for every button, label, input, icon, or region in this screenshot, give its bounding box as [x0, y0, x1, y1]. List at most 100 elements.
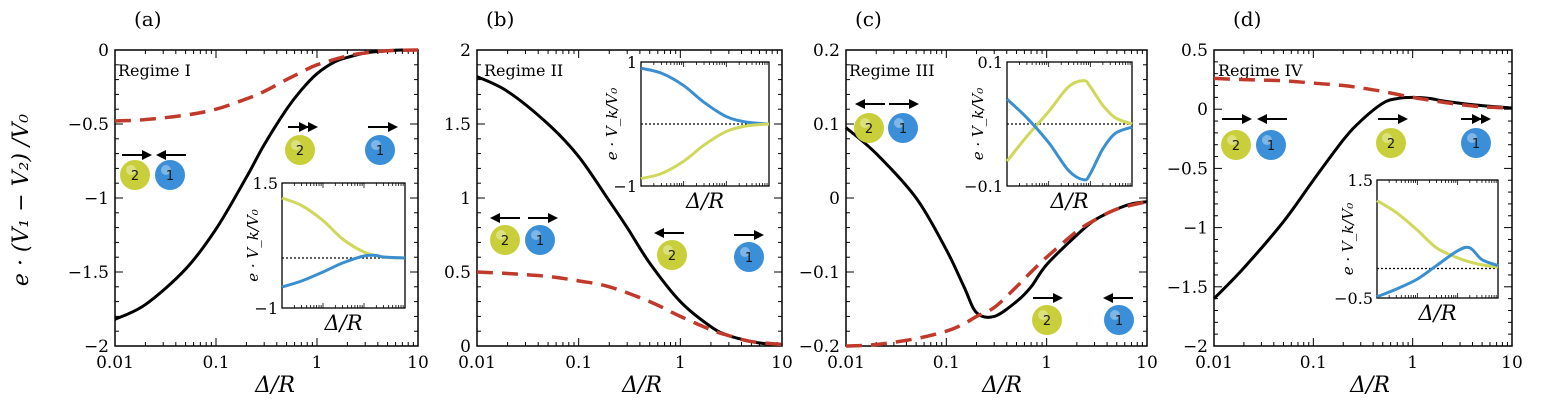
panel-b: (b) Regime II 0.01 0.1 1 10 0 0.5 1 1.5 2 2 1 2 1 1 −1…: [444, 7, 793, 373]
particle-highlight: [291, 140, 301, 150]
particle-circle: [1256, 130, 1286, 160]
inset-frame: [281, 182, 406, 309]
inset-plot: 0.1 −0.1 e · V_k/V₀ Δ/R: [964, 53, 1133, 213]
y-tick-label: −1.5: [68, 263, 109, 283]
particle-2: 2: [1376, 128, 1406, 158]
motion-arrow: [1222, 114, 1252, 124]
regime-label-b: Regime II: [484, 61, 563, 80]
inset-x-title: Δ/R: [1049, 189, 1088, 213]
motion-arrow: [1103, 293, 1133, 303]
panel-a: (a) Regime I 0.01 0.1 1 10 −2 −1.5 −1 −0.5 0 2 1 2 1…: [68, 7, 429, 373]
particle-highlight: [161, 165, 171, 175]
particle-label: 2: [1043, 314, 1051, 329]
series-line-black: [1212, 95, 1513, 300]
inset-y-title: e · V_k/V₀: [244, 209, 262, 282]
x-tick-label: 0.1: [1300, 353, 1327, 373]
y-tick-label: 0: [98, 41, 109, 61]
particle-highlight: [1382, 133, 1392, 143]
x-tick-label: 0.01: [458, 353, 496, 373]
inset-x-title: Δ/R: [1417, 301, 1456, 325]
motion-arrow: [156, 150, 186, 160]
particle-highlight: [894, 118, 904, 128]
particle-circle: [1104, 305, 1134, 335]
inset-series-blue: [1376, 245, 1499, 299]
x-tick-label: 10: [1501, 353, 1523, 373]
motion-arrow: [288, 122, 318, 132]
particle-circle: [854, 113, 884, 143]
y-tick-label: 0: [460, 337, 471, 357]
panel-label-a: (a): [134, 7, 162, 31]
particle-1: 1: [155, 160, 185, 190]
particle-circle: [888, 113, 918, 143]
panel-c: (c) Regime III 0.01 0.1 1 10 −0.2 −0.1 0 0.1 0.2…: [799, 7, 1158, 373]
inset-y-tick-label: −1: [613, 177, 637, 196]
series-line-dashed-red: [845, 199, 1148, 348]
particle-circle: [734, 242, 764, 272]
particle-highlight: [860, 118, 870, 128]
particle-label: 2: [131, 169, 139, 184]
y-tick-label: −1: [1183, 219, 1208, 239]
x-tick-label: 10: [407, 353, 429, 373]
x-tick-label: 1: [312, 353, 323, 373]
particle-2: 2: [854, 113, 884, 143]
panel-label-c: (c): [855, 7, 882, 31]
motion-arrow: [734, 230, 764, 240]
y-tick-label: 0.1: [813, 115, 840, 135]
particle-highlight: [496, 230, 506, 240]
inset-y-tick-label: −1: [254, 299, 278, 318]
particle-circle: [365, 135, 395, 165]
inset-plot: 1.5 −0.5 e · V_k/V₀ Δ/R: [1334, 171, 1499, 325]
inset-series-yellow: [1005, 79, 1133, 163]
inset-frame: [1006, 61, 1133, 187]
motion-arrow: [490, 213, 520, 223]
particle-circle: [657, 240, 687, 270]
y-tick-label: 1.5: [444, 115, 471, 135]
x-tick-label: 1: [1041, 353, 1052, 373]
particle-label: 1: [376, 144, 384, 159]
particle-1: 1: [1104, 305, 1134, 335]
x-tick-label: 0.01: [1195, 353, 1233, 373]
y-tick-label: 2: [460, 41, 471, 61]
particle-circle: [490, 225, 520, 255]
particle-label: 2: [1387, 137, 1395, 152]
regime-label-c: Regime III: [849, 61, 935, 80]
inset-y-tick-label: 1.5: [1348, 171, 1373, 190]
x-axis-title-b: Δ/R: [621, 373, 662, 398]
particle-highlight: [1467, 133, 1477, 143]
particle-circle: [285, 135, 315, 165]
series-line-dashed-red: [114, 48, 419, 123]
particle-1: 1: [888, 113, 918, 143]
particle-label: 2: [1232, 139, 1240, 154]
regime-label-a: Regime I: [118, 61, 191, 80]
y-tick-label: 0: [829, 189, 840, 209]
y-tick-label: −1: [84, 189, 109, 209]
inset-x-title: Δ/R: [685, 189, 724, 213]
particle-label: 1: [1115, 314, 1123, 329]
y-tick-label: −2: [1183, 337, 1208, 357]
particle-2: 2: [657, 240, 687, 270]
particle-label: 2: [296, 144, 304, 159]
inset-series-blue: [281, 253, 406, 289]
particle-highlight: [740, 247, 750, 257]
y-tick-label: 0.5: [1181, 41, 1208, 61]
particle-1: 1: [365, 135, 395, 165]
y-tick-label: 1: [460, 189, 471, 209]
x-tick-label: 0.01: [96, 353, 134, 373]
motion-arrow: [1257, 114, 1287, 124]
particle-label: 1: [1267, 139, 1275, 154]
particle-circle: [1461, 128, 1491, 158]
y-tick-label: 0: [1197, 100, 1208, 120]
inset-y-tick-label: −0.1: [964, 177, 1003, 196]
motion-arrow: [122, 150, 152, 160]
inset-series-blue: [1005, 98, 1133, 182]
particle-circle: [1221, 130, 1251, 160]
x-axis-title-c: Δ/R: [981, 373, 1022, 398]
regime-label-d: Regime IV: [1218, 61, 1303, 80]
inset-y-title: e · V_k/V₀: [603, 88, 621, 161]
motion-arrow: [855, 99, 885, 109]
particle-label: 2: [501, 234, 509, 249]
particle-highlight: [1038, 310, 1048, 320]
particle-1: 1: [525, 225, 555, 255]
particle-highlight: [531, 230, 541, 240]
